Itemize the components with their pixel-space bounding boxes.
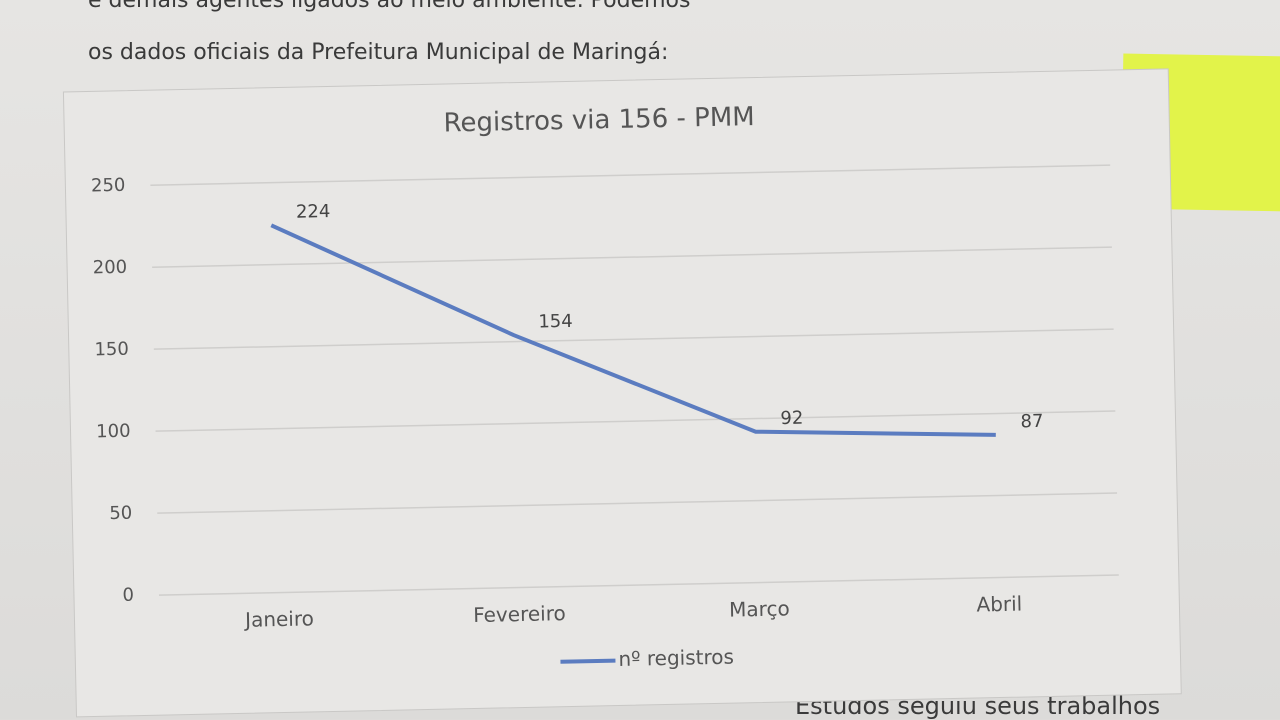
y-tick-label: 150: [94, 339, 129, 361]
x-tick-label: Março: [729, 596, 790, 621]
grid-line: [158, 574, 1119, 596]
data-label: 224: [296, 201, 331, 223]
legend-label: nº registros: [618, 645, 734, 671]
data-label: 154: [538, 311, 573, 333]
grid-line: [150, 164, 1111, 186]
y-tick-label: 50: [109, 503, 132, 524]
y-tick-label: 200: [93, 257, 128, 279]
data-label: 92: [780, 408, 803, 429]
grid-line: [153, 328, 1114, 350]
chart-frame: [62, 68, 1182, 718]
doc-text: os dados oficiais da Prefeitura Municipa…: [88, 40, 669, 65]
grid-line: [155, 410, 1116, 432]
grid-line: [157, 492, 1118, 514]
chart-title: Registros via 156 - PMM: [443, 102, 755, 139]
y-tick-label: 0: [122, 585, 134, 606]
grid-line: [152, 246, 1112, 268]
legend-swatch: [560, 658, 616, 664]
data-line: [270, 223, 996, 437]
data-label: 87: [1020, 411, 1043, 432]
x-tick-label: Abril: [976, 592, 1022, 617]
x-tick-label: Janeiro: [243, 606, 314, 631]
doc-text: e demais agentes ligados ao meio ambient…: [88, 0, 691, 13]
x-tick-label: Fevereiro: [473, 601, 566, 627]
y-tick-label: 100: [96, 421, 131, 443]
y-tick-label: 250: [91, 175, 126, 197]
